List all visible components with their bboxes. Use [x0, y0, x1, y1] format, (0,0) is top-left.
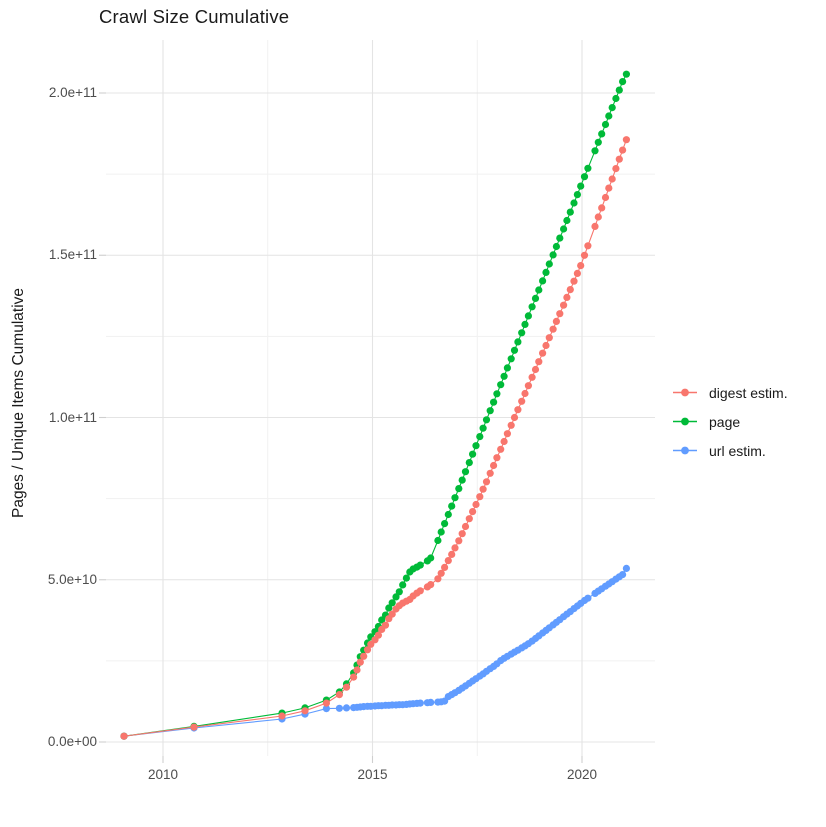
y-axis-title: Pages / Unique Items Cumulative	[10, 287, 27, 519]
legend-item: page	[672, 407, 788, 436]
chart-title: Crawl Size Cumulative	[99, 6, 290, 27]
x-tick-label: 2015	[357, 767, 388, 782]
legend-label: page	[709, 413, 741, 430]
x-tick-label: 2010	[147, 767, 179, 782]
legend-key-icon	[673, 446, 697, 455]
y-tick-label: 5.0e+10	[47, 571, 97, 587]
y-tick-label: 2.0e+11	[48, 85, 97, 100]
legend-key-icon	[673, 388, 697, 397]
y-tick-label: 1.0e+11	[48, 409, 97, 425]
legend: digest estim. page url estim.	[672, 378, 788, 465]
legend-key-icon	[673, 417, 697, 426]
y-tick-label: 1.5e+11	[48, 247, 97, 263]
legend-item: url estim.	[672, 436, 788, 465]
x-tick-label: 2020	[566, 767, 598, 782]
y-tick-label: 0.0e+00	[47, 734, 97, 749]
legend-label: digest estim.	[709, 384, 788, 401]
legend-item: digest estim.	[672, 378, 788, 407]
legend-label: url estim.	[709, 442, 766, 459]
